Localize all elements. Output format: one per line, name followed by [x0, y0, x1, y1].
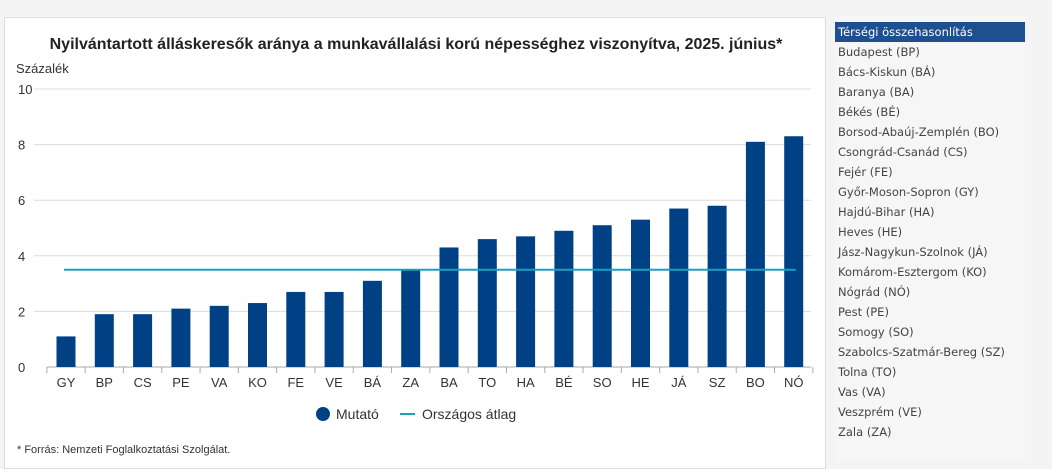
x-tick-label: BÁ	[364, 375, 382, 390]
sidebar-item[interactable]: Csongrád-Csanád (CS)	[838, 145, 968, 159]
bar-FE	[286, 291, 306, 367]
x-tick-label: SO	[593, 375, 612, 390]
x-tick-label: BÉ	[555, 375, 573, 390]
bar-chart: Nyilvántartott álláskeresők aránya a mun…	[16, 36, 814, 456]
y-tick-label: 0	[18, 360, 25, 375]
y-axis-label: Százalék	[16, 61, 69, 76]
x-tick-label: HA	[517, 375, 535, 390]
bar-HE	[631, 219, 650, 367]
sidebar-item[interactable]: Borsod-Abaúj-Zemplén (BO)	[838, 125, 1000, 139]
sidebar-item[interactable]: Győr-Moson-Sopron (GY)	[838, 185, 979, 199]
x-tick-label: GY	[57, 375, 76, 390]
x-tick-label: VE	[325, 375, 343, 390]
x-tick-label: PE	[172, 375, 190, 390]
legend-marker-mutato	[316, 407, 330, 421]
sidebar-item[interactable]: Vas (VA)	[838, 385, 886, 399]
x-tick-label: BP	[96, 375, 113, 390]
sidebar-item[interactable]: Békés (BÉ)	[838, 105, 901, 119]
bar-GY	[56, 336, 76, 367]
y-tick-label: 4	[18, 249, 25, 264]
bar-BA	[439, 247, 459, 367]
bar-HA	[516, 236, 536, 367]
bar-ZA	[401, 269, 421, 367]
sidebar-item[interactable]: Komárom-Esztergom (KO)	[838, 265, 987, 279]
sidebar-header[interactable]: Térségi összehasonlítás	[835, 22, 1025, 42]
sidebar-item[interactable]: Pest (PE)	[838, 305, 889, 319]
x-tick-label: FE	[287, 375, 304, 390]
x-tick-label: HE	[631, 375, 649, 390]
bar-TO	[477, 239, 497, 367]
sidebar-item[interactable]: Heves (HE)	[838, 225, 903, 239]
sidebar-item[interactable]: Baranya (BA)	[838, 85, 915, 99]
sidebar-item[interactable]: Zala (ZA)	[838, 425, 892, 439]
bar-SZ	[707, 205, 727, 367]
legend-label-mutato: Mutató	[336, 406, 379, 422]
sidebar-item[interactable]: Budapest (BP)	[838, 45, 920, 59]
x-tick-label: ZA	[402, 375, 419, 390]
x-tick-label: SZ	[709, 375, 726, 390]
x-tick-label: TO	[478, 375, 496, 390]
bar-JÁ	[669, 208, 689, 367]
bar-BÁ	[362, 280, 382, 367]
chart-panel: Nyilvántartott álláskeresők aránya a mun…	[4, 17, 826, 469]
bar-PE	[171, 308, 191, 367]
sidebar-item[interactable]: Hajdú-Bihar (HA)	[838, 205, 935, 219]
bar-VE	[324, 291, 344, 367]
sidebar: Térségi összehasonlítás Budapest (BP) Bác…	[835, 17, 1025, 462]
bar-BP	[94, 314, 114, 367]
x-tick-label: NÓ	[784, 375, 804, 390]
sidebar-item[interactable]: Nógrád (NÓ)	[838, 285, 911, 299]
bar-CS	[133, 314, 153, 367]
sidebar-item[interactable]: Veszprém (VE)	[838, 405, 922, 419]
x-tick-label: BA	[440, 375, 458, 390]
x-tick-label: CS	[134, 375, 152, 390]
y-tick-label: 10	[18, 82, 32, 97]
y-tick-label: 2	[18, 304, 25, 319]
bar-BÉ	[554, 230, 574, 367]
chart-title: Nyilvántartott álláskeresők aránya a mun…	[50, 36, 784, 53]
bar-BO	[745, 141, 765, 367]
footnote: * Forrás: Nemzeti Foglalkoztatási Szolgá…	[17, 444, 230, 456]
bar-KO	[248, 303, 267, 367]
sidebar-item[interactable]: Somogy (SO)	[838, 325, 914, 339]
bar-NÓ	[784, 136, 804, 367]
y-tick-label: 6	[18, 193, 25, 208]
sidebar-list: Budapest (BP) Bács-Kiskun (BÁ) Baranya (BA…	[835, 42, 1025, 442]
legend-label-average: Országos átlag	[422, 406, 516, 422]
y-tick-label: 8	[18, 138, 25, 153]
bar-VA	[209, 305, 229, 367]
x-tick-label: BO	[746, 375, 765, 390]
sidebar-item[interactable]: Jász-Nagykun-Szolnok (JÁ)	[838, 245, 988, 259]
x-tick-label: VA	[211, 375, 228, 390]
x-tick-label: KO	[248, 375, 267, 390]
x-tick-label: JÁ	[671, 375, 687, 390]
sidebar-item[interactable]: Bács-Kiskun (BÁ)	[838, 65, 936, 79]
sidebar-item[interactable]: Fejér (FE)	[838, 165, 893, 179]
sidebar-item[interactable]: Tolna (TO)	[838, 365, 897, 379]
bar-SO	[592, 225, 612, 367]
sidebar-item[interactable]: Szabolcs-Szatmár-Bereg (SZ)	[838, 345, 1005, 359]
